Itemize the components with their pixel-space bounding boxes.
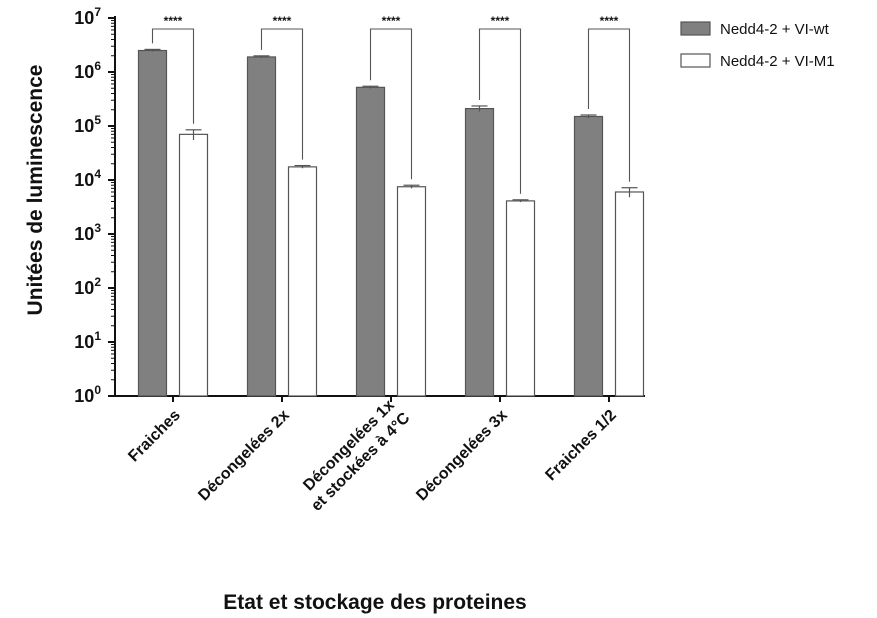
y-tick-label: 100 <box>74 383 101 406</box>
x-axis-label: Etat et stockage des proteines <box>223 591 526 614</box>
y-tick-label: 104 <box>74 167 101 190</box>
legend: Nedd4-2 + VI-wt Nedd4-2 + VI-M1 <box>680 21 835 70</box>
legend-label: Nedd4-2 + VI-wt <box>720 21 830 38</box>
significance-brackets: **** **** **** **** **** <box>151 14 631 194</box>
legend-label: Nedd4-2 + VI-M1 <box>720 53 835 70</box>
x-tick-label: Décongelées 1xet stockées à 4°C <box>294 395 414 515</box>
bar <box>355 86 386 397</box>
y-tick-label: 101 <box>74 329 101 352</box>
legend-swatch <box>680 53 711 68</box>
x-tick-label: Décongelées 2x <box>195 407 293 505</box>
significance-bracket <box>151 28 195 124</box>
y-tick-label: 105 <box>74 113 101 136</box>
y-tick-labels: 100 101 102 103 104 105 106 107 <box>74 5 101 406</box>
significance-bracket <box>369 28 413 180</box>
y-tick-label: 102 <box>74 275 101 298</box>
bar <box>614 191 645 397</box>
significance-label: **** <box>382 14 401 28</box>
x-tick-label: Décongelées 3x <box>413 407 511 505</box>
bar <box>287 166 318 397</box>
x-tick-labels: Fraiches Décongelées 2x Décongelées 1xet s… <box>125 395 620 515</box>
significance-bracket <box>478 28 522 194</box>
bar <box>178 133 209 397</box>
y-tick-label: 106 <box>74 59 101 82</box>
bar <box>573 115 604 397</box>
bar <box>464 108 495 397</box>
bar <box>246 56 277 397</box>
bar <box>137 49 168 397</box>
x-tick-label: Fraiches 1/2 <box>542 407 620 485</box>
legend-swatch <box>680 21 711 36</box>
significance-label: **** <box>600 14 619 28</box>
y-tick-label: 107 <box>74 5 101 28</box>
y-tick-label: 103 <box>74 221 101 244</box>
significance-label: **** <box>164 14 183 28</box>
x-tick-label: Fraiches <box>125 407 184 466</box>
significance-label: **** <box>273 14 292 28</box>
significance-bracket <box>587 28 631 182</box>
bars <box>137 48 645 397</box>
significance-bracket <box>260 28 304 160</box>
significance-label: **** <box>491 14 510 28</box>
bar <box>396 186 427 397</box>
bar <box>505 200 536 397</box>
y-axis-label: Unitées de luminescence <box>24 65 47 316</box>
